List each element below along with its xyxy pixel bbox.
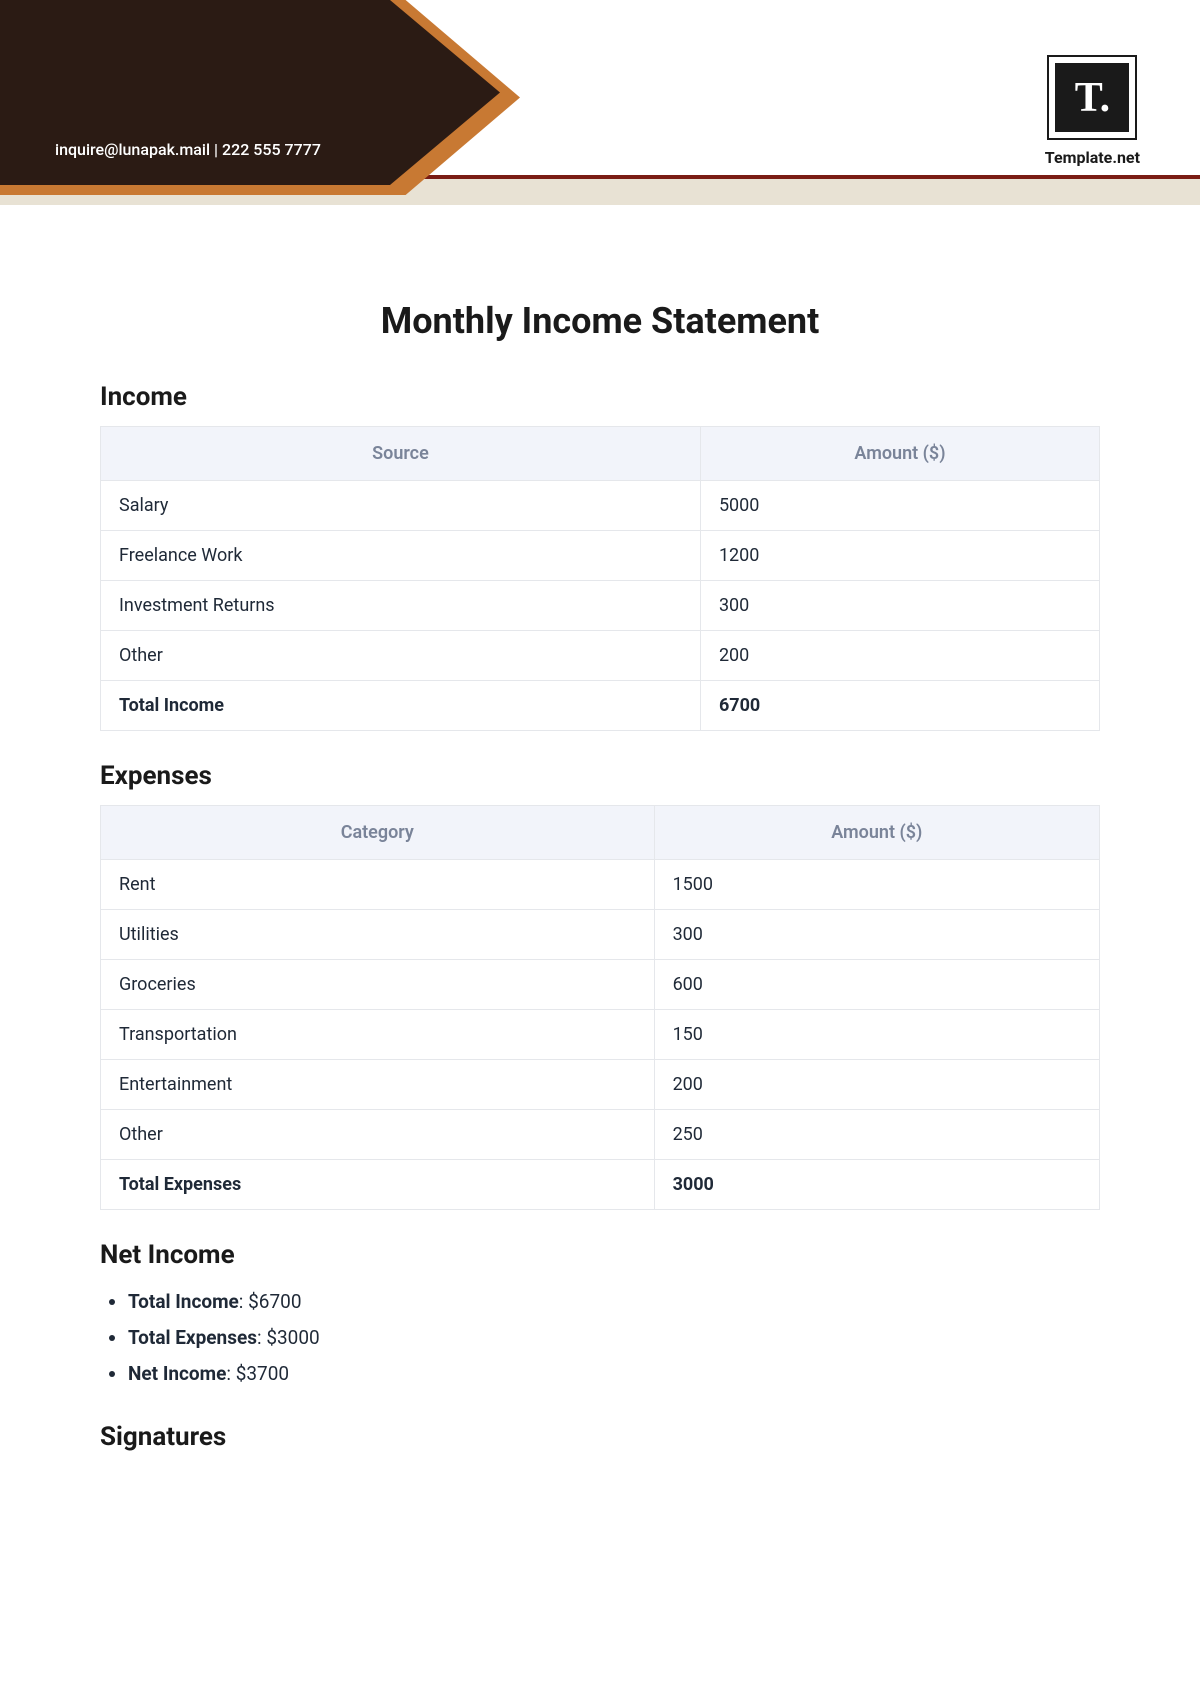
total-value: 6700	[700, 681, 1099, 731]
cell: Investment Returns	[101, 581, 701, 631]
logo-icon: T.	[1055, 63, 1129, 132]
logo-block: T. Template.net	[1045, 55, 1140, 167]
cell: 250	[654, 1110, 1099, 1160]
cell: Transportation	[101, 1010, 655, 1060]
net-item-value: $3000	[266, 1326, 319, 1349]
table-row: Other250	[101, 1110, 1100, 1160]
logo-text: Template.net	[1045, 148, 1140, 167]
table-row: Other200	[101, 631, 1100, 681]
table-row: Salary5000	[101, 481, 1100, 531]
table-total-row: Total Expenses3000	[101, 1160, 1100, 1210]
cell: 300	[700, 581, 1099, 631]
table-header-row: Category Amount ($)	[101, 806, 1100, 860]
cell: 1500	[654, 860, 1099, 910]
list-item: Total Expenses: $3000	[128, 1320, 1100, 1356]
net-income-heading: Net Income	[100, 1240, 1100, 1270]
total-value: 3000	[654, 1160, 1099, 1210]
list-item: Total Income: $6700	[128, 1284, 1100, 1320]
table-total-row: Total Income6700	[101, 681, 1100, 731]
income-table: Source Amount ($) Salary5000 Freelance W…	[100, 426, 1100, 731]
table-row: Transportation150	[101, 1010, 1100, 1060]
document-header: inquire@lunapak.mail | 222 555 7777 T. T…	[0, 0, 1200, 200]
table-header-row: Source Amount ($)	[101, 427, 1100, 481]
expenses-col-amount: Amount ($)	[654, 806, 1099, 860]
cell: 200	[700, 631, 1099, 681]
total-label: Total Expenses	[101, 1160, 655, 1210]
expenses-col-category: Category	[101, 806, 655, 860]
cell: Salary	[101, 481, 701, 531]
signatures-heading: Signatures	[100, 1422, 1100, 1452]
table-row: Entertainment200	[101, 1060, 1100, 1110]
total-label: Total Income	[101, 681, 701, 731]
income-col-source: Source	[101, 427, 701, 481]
contact-phone: 222 555 7777	[222, 140, 321, 159]
cell: Other	[101, 1110, 655, 1160]
list-item: Net Income: $3700	[128, 1356, 1100, 1392]
net-item-label: Total Expenses	[128, 1326, 257, 1349]
contact-separator: |	[210, 140, 222, 159]
cell: Other	[101, 631, 701, 681]
net-item-value: $6700	[248, 1290, 301, 1313]
net-item-label: Total Income	[128, 1290, 239, 1313]
net-item-value: $3700	[236, 1362, 289, 1385]
cell: Freelance Work	[101, 531, 701, 581]
cell: 200	[654, 1060, 1099, 1110]
cell: 5000	[700, 481, 1099, 531]
cell: 150	[654, 1010, 1099, 1060]
cell: Entertainment	[101, 1060, 655, 1110]
logo-frame: T.	[1047, 55, 1137, 140]
table-row: Utilities300	[101, 910, 1100, 960]
contact-email: inquire@lunapak.mail	[55, 140, 210, 159]
net-item-label: Net Income	[128, 1362, 226, 1385]
cell: 1200	[700, 531, 1099, 581]
expenses-table: Category Amount ($) Rent1500 Utilities30…	[100, 805, 1100, 1210]
table-row: Groceries600	[101, 960, 1100, 1010]
table-row: Freelance Work1200	[101, 531, 1100, 581]
page-title: Monthly Income Statement	[100, 300, 1100, 342]
income-heading: Income	[100, 382, 1100, 412]
cell: Utilities	[101, 910, 655, 960]
document-body: Monthly Income Statement Income Source A…	[0, 200, 1200, 1452]
cell: 600	[654, 960, 1099, 1010]
contact-info: inquire@lunapak.mail | 222 555 7777	[55, 140, 321, 159]
cell: Groceries	[101, 960, 655, 1010]
cell: Rent	[101, 860, 655, 910]
cell: 300	[654, 910, 1099, 960]
table-row: Rent1500	[101, 860, 1100, 910]
table-row: Investment Returns300	[101, 581, 1100, 631]
income-col-amount: Amount ($)	[700, 427, 1099, 481]
expenses-heading: Expenses	[100, 761, 1100, 791]
net-income-list: Total Income: $6700 Total Expenses: $300…	[100, 1284, 1100, 1392]
